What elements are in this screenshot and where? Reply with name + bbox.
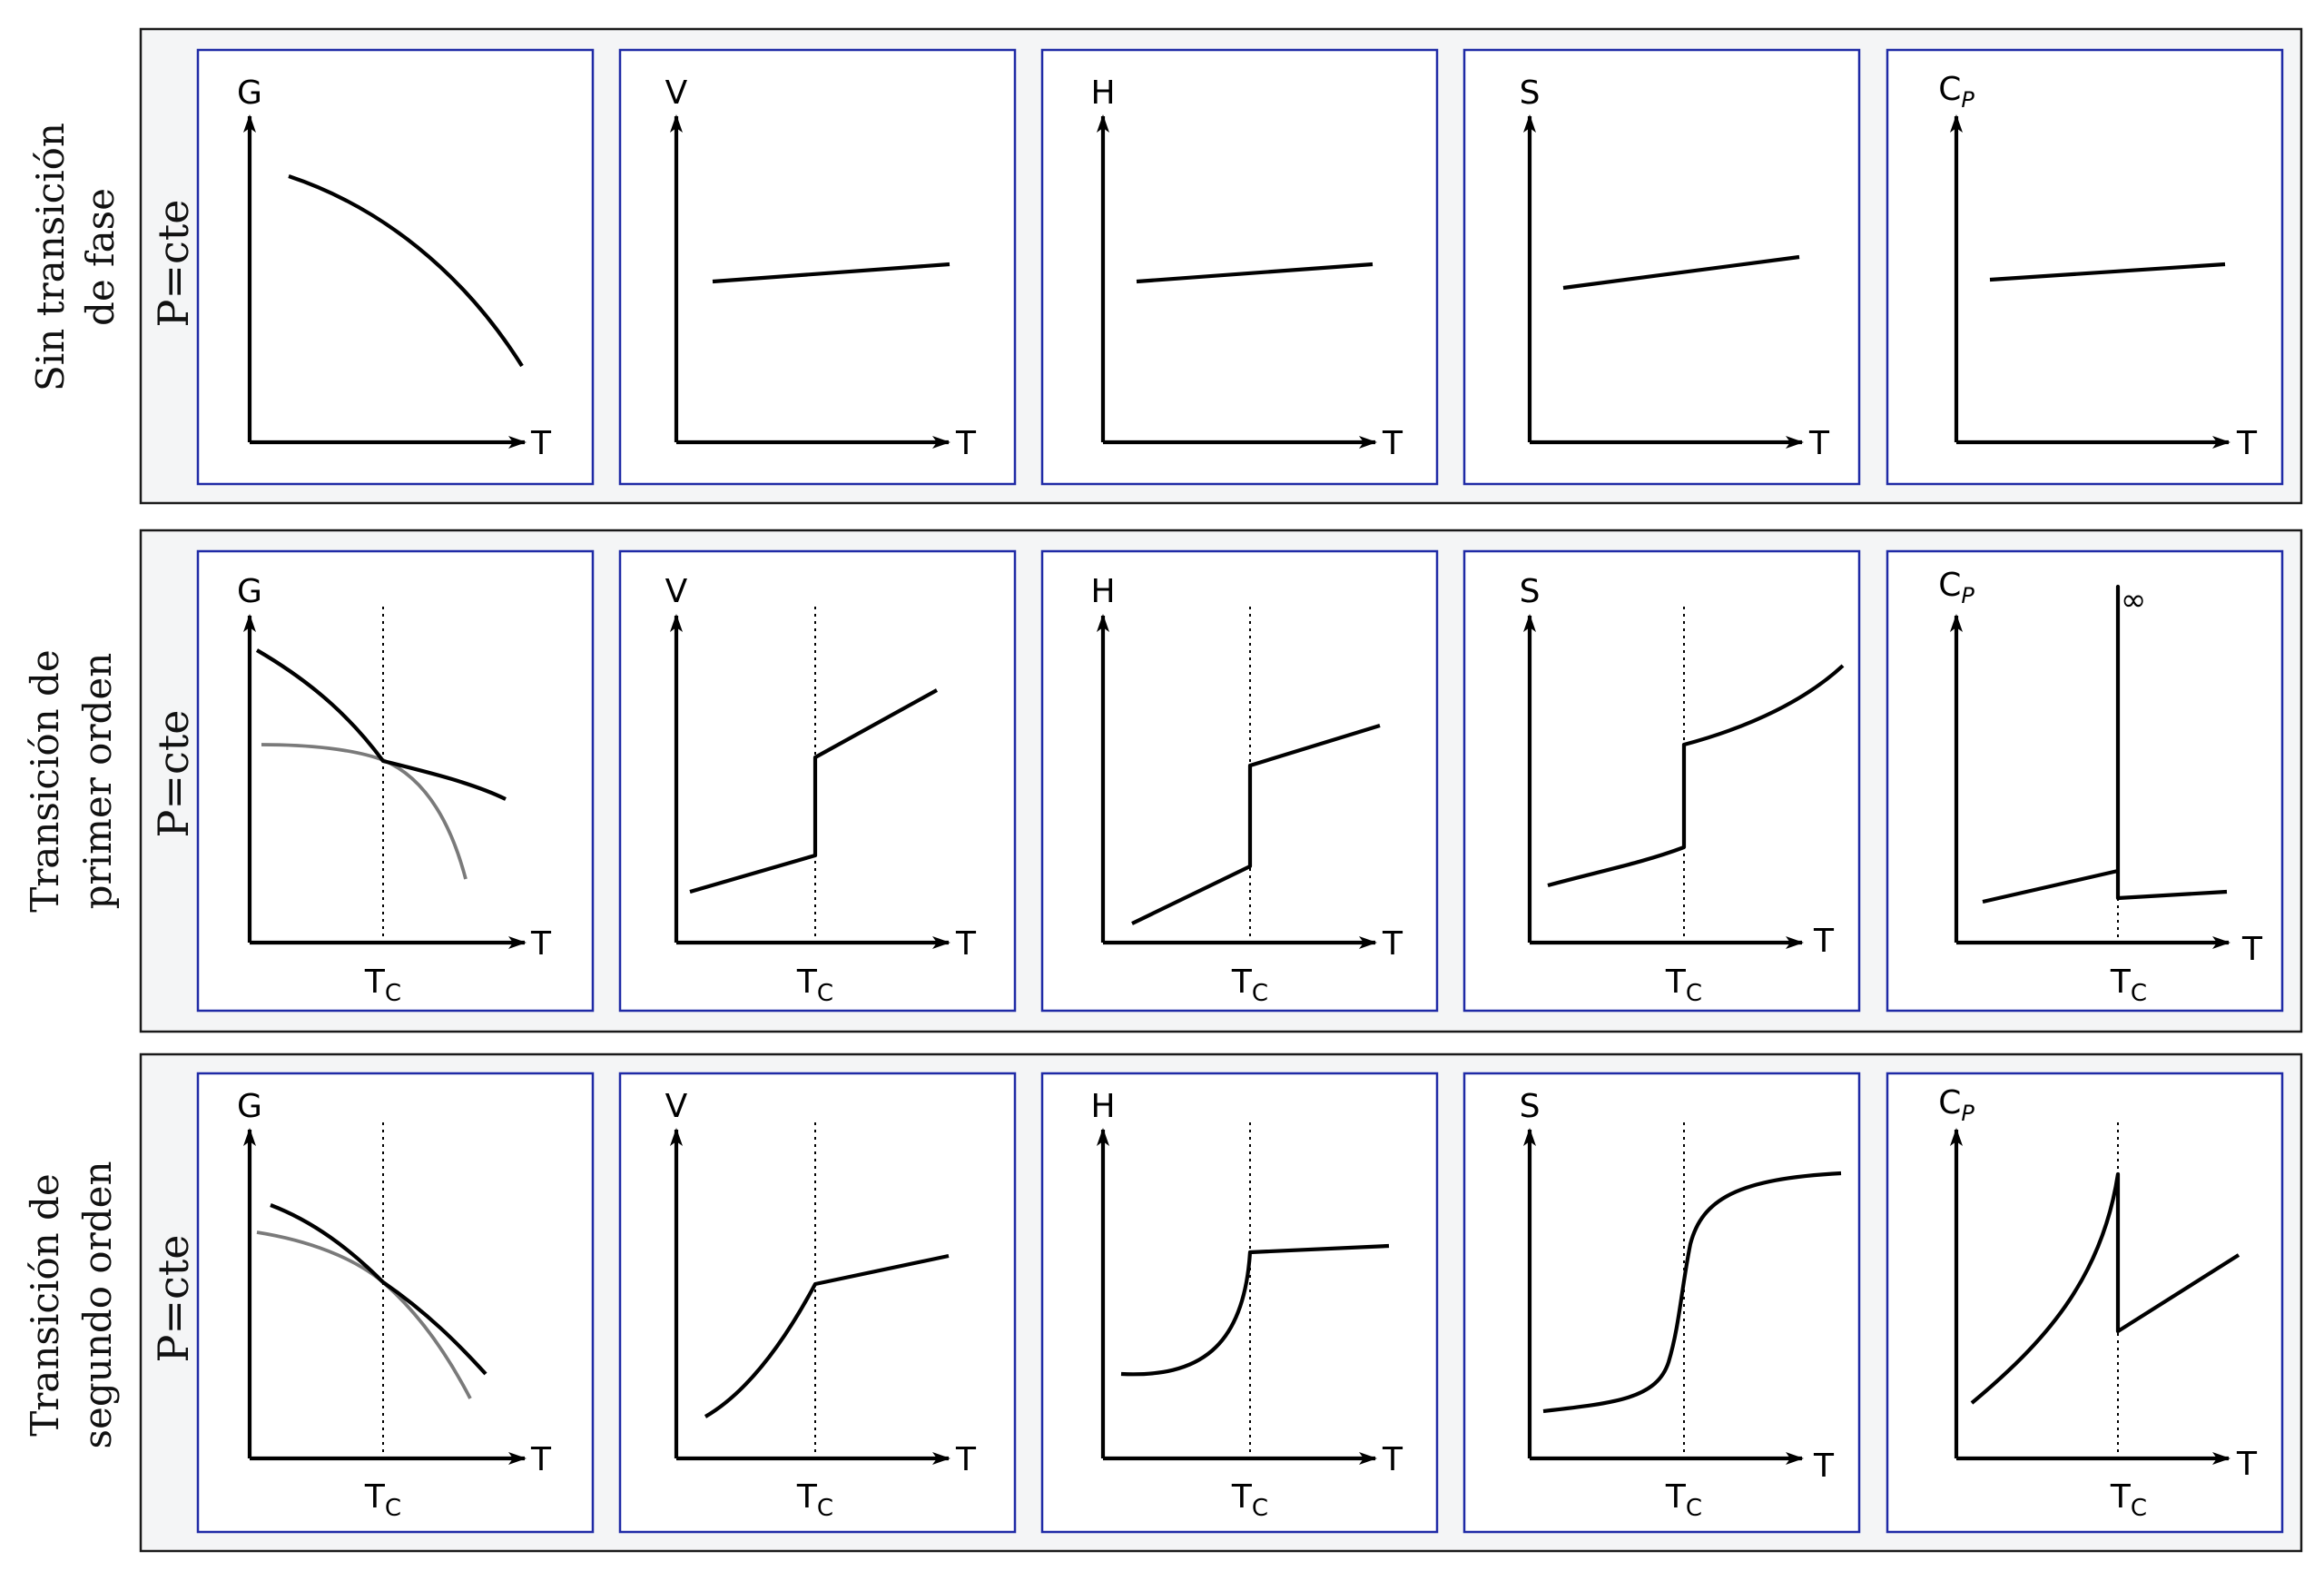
panel-gibbs: G T TC [196,1072,595,1534]
critical-temperature-label: TC [364,1478,401,1522]
volume-curve [689,688,939,894]
heat-capacity-curve [1970,1171,2240,1405]
panel-entropy: S T TC [1462,549,1861,1013]
entropy-curve [1542,1171,1842,1414]
x-axis-label: T [1813,1448,1835,1485]
y-axis-label: CP [1938,1084,1974,1126]
y-axis-label: S [1520,1088,1541,1125]
condition-label: P=cte [149,710,198,838]
gibbs-curve [288,174,524,368]
panel-gibbs: G T [196,48,595,486]
panel-frame [618,48,1017,486]
heat-capacity-curve [1989,262,2226,282]
panel-frame [1040,48,1439,486]
volume-curve [704,1253,950,1418]
enthalpy-curve [1120,1243,1390,1377]
critical-temperature-label: TC [1231,1478,1268,1522]
panel-frame [618,549,1017,1013]
panel-frame [196,1072,595,1534]
row-label-line2: primer orden [75,653,120,910]
x-axis-label: T [2236,1446,2258,1483]
y-axis-label: V [665,74,688,112]
x-axis-label: T [1808,425,1830,462]
entropy-curve [1562,254,1800,291]
condition-label: P=cte [149,1235,198,1363]
x-axis-label: T [530,1441,552,1478]
panel-frame [196,549,595,1013]
panel-gibbs: G T TC [196,549,595,1013]
panel-enthalpy: H T TC [1040,549,1439,1013]
critical-temperature-label: TC [2110,1478,2147,1522]
x-axis-label: T [1382,425,1403,462]
critical-temperature-label: TC [1665,1478,1702,1522]
y-axis-label: CP [1938,71,1974,113]
y-axis-label: G [237,74,262,112]
panel-frame [1886,1072,2284,1534]
x-axis-label: T [530,425,552,462]
x-axis-label: T [1382,925,1403,963]
x-axis-label: T [2241,931,2263,968]
x-axis-label: T [2236,425,2258,462]
critical-temperature-label: TC [796,963,833,1007]
row-label-line1: Transición de [23,649,67,913]
row-label-line1: Transición de [23,1173,67,1437]
panel-frame [1886,48,2284,486]
heat-capacity-curve [1982,584,2228,904]
stable-phase-curve [270,1203,487,1376]
panel-frame [196,48,595,486]
y-axis-label: H [1090,573,1115,610]
infinity-label: ∞ [2121,582,2146,618]
panel-frame [1462,1072,1861,1534]
row-label-line1: Sin transición [28,123,73,391]
x-axis-label: T [530,925,552,963]
y-axis-label: V [665,1088,688,1125]
entropy-curve [1547,664,1845,888]
y-axis-label: G [237,573,262,610]
row-no-transition: Sin transición de fase P=cte G T V T H [28,27,2303,505]
panel-enthalpy: H T [1040,48,1439,486]
critical-temperature-label: TC [1665,963,1702,1007]
panel-heat-capacity: CP T TC [1886,1072,2284,1534]
enthalpy-curve [1136,262,1374,284]
volume-curve [712,262,950,284]
panel-volume: V T TC [618,549,1017,1013]
y-axis-label: H [1090,74,1115,112]
critical-temperature-label: TC [1231,963,1268,1007]
panel-heat-capacity: CP T [1886,48,2284,486]
critical-temperature-label: TC [364,963,401,1007]
y-axis-label: V [665,573,688,610]
row-label-line2: segundo orden [75,1161,120,1448]
condition-label: P=cte [149,200,198,328]
y-axis-label: H [1090,1088,1115,1125]
x-axis-label: T [1813,923,1835,960]
panel-frame [1462,48,1861,486]
panel-heat-capacity: CP T TC ∞ [1886,549,2284,1013]
y-axis-label: CP [1938,567,1974,608]
x-axis-label: T [955,925,977,963]
panel-volume: V T [618,48,1017,486]
x-axis-label: T [955,1441,977,1478]
enthalpy-curve [1131,723,1381,925]
y-axis-label: S [1520,573,1541,610]
row-first-order: Transición de primer orden P=cte G T TC … [23,529,2303,1033]
y-axis-label: G [237,1088,262,1125]
row-second-order: Transición de segundo orden P=cte G T TC… [23,1052,2303,1553]
row-label-line2: de fase [78,188,123,326]
critical-temperature-label: TC [2110,963,2147,1007]
panel-entropy: S T TC [1462,1072,1861,1534]
stable-phase-curve [255,648,507,801]
panel-volume: V T TC [618,1072,1017,1534]
panel-entropy: S T [1462,48,1861,486]
x-axis-label: T [1382,1441,1403,1478]
y-axis-label: S [1520,74,1541,112]
x-axis-label: T [955,425,977,462]
panel-enthalpy: H T TC [1040,1072,1439,1534]
critical-temperature-label: TC [796,1478,833,1522]
